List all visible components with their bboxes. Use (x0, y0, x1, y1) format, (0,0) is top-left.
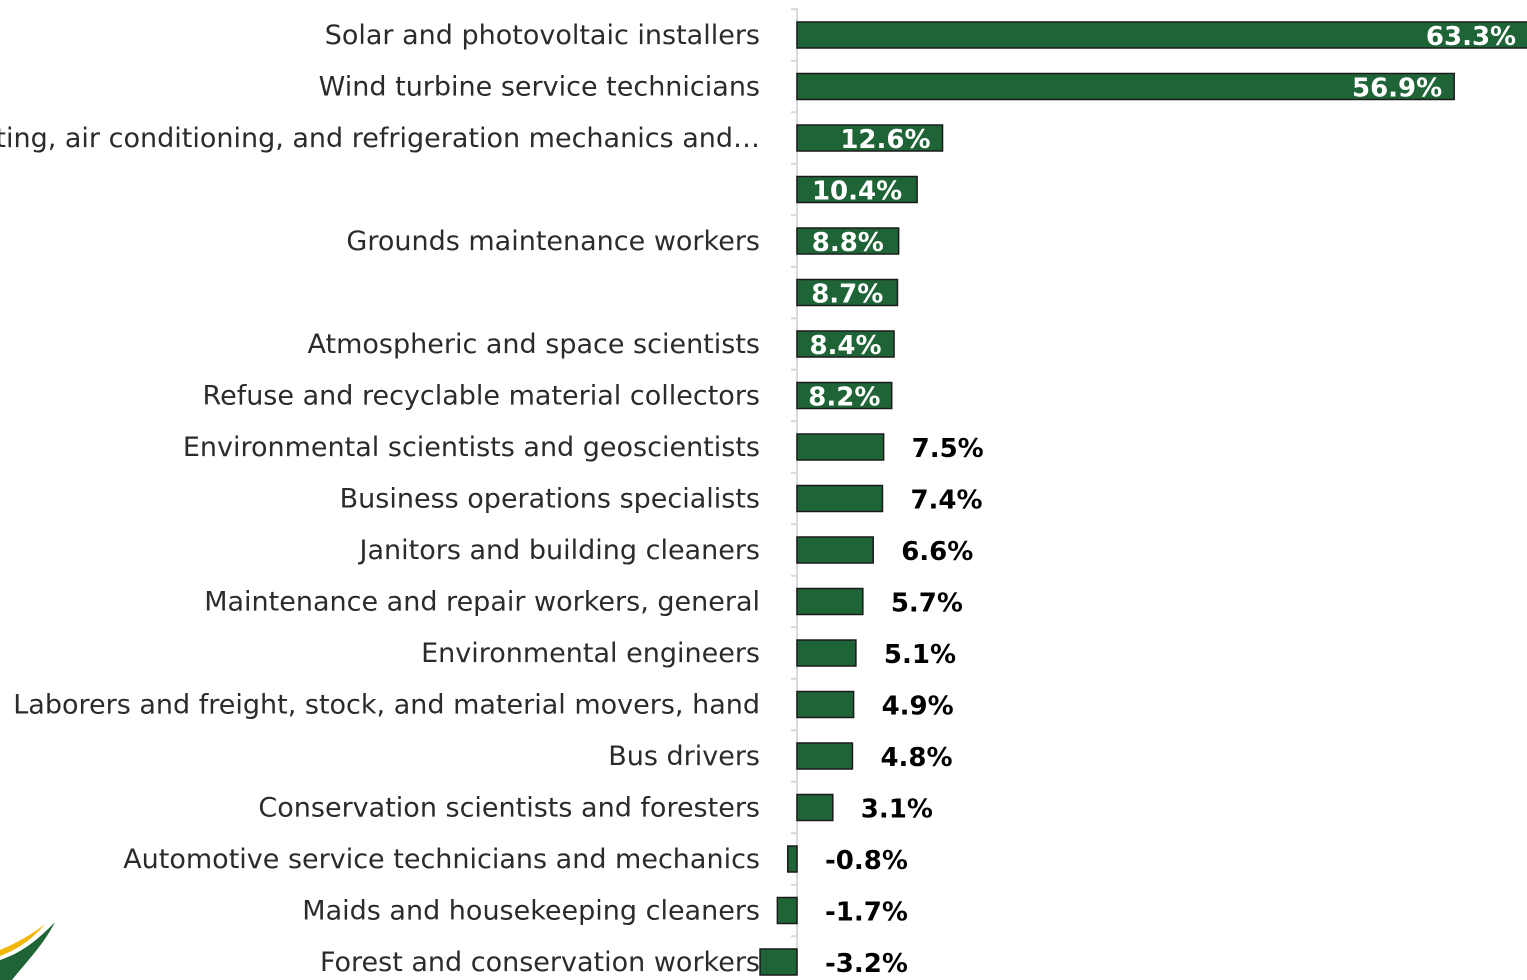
category-label: Bus drivers (608, 741, 760, 772)
category-label: Forest and conservation workers (320, 947, 760, 978)
category-label: Laborers and freight, stock, and materia… (13, 690, 760, 721)
bar (796, 742, 854, 770)
bar (796, 793, 834, 822)
bar (796, 21, 1527, 49)
category-label: Atmospheric and space scientists (308, 329, 760, 360)
category-label: Conservation scientists and foresters (258, 793, 760, 824)
bar (796, 330, 895, 358)
bar (796, 381, 893, 410)
data-label: 4.8% (880, 743, 952, 773)
category-label: Environmental engineers (421, 638, 760, 669)
data-label: 8.4% (809, 331, 881, 361)
category-label: Automotive service technicians and mecha… (123, 844, 760, 875)
category-label: Wind turbine service technicians (319, 72, 760, 103)
category-label: Environmental scientists and geoscientis… (183, 432, 760, 463)
bar (796, 175, 918, 204)
category-label: Janitors and building cleaners (358, 535, 760, 566)
bar (796, 278, 899, 307)
bar (796, 484, 884, 513)
category-label: Grounds maintenance workers (346, 226, 760, 257)
category-label: Maids and housekeeping cleaners (302, 896, 760, 927)
data-label: 7.4% (910, 486, 982, 516)
data-label: 6.6% (901, 537, 973, 567)
bar (776, 896, 798, 925)
data-label: 56.9% (1352, 74, 1442, 104)
data-label: 8.7% (811, 280, 883, 310)
data-label: 63.3% (1426, 22, 1516, 52)
category-label: Business operations specialists (340, 484, 760, 515)
swoosh-logo-icon (0, 922, 55, 980)
data-label: 4.9% (882, 692, 954, 722)
data-label: -0.8% (825, 846, 908, 876)
data-label: 8.8% (812, 228, 884, 258)
data-label: 10.4% (812, 177, 902, 207)
category-label: Refuse and recyclable material collector… (203, 381, 760, 412)
bar (796, 72, 1455, 101)
bar (787, 845, 798, 873)
bar (759, 948, 798, 976)
data-label: 7.5% (912, 434, 984, 464)
bar (796, 536, 874, 564)
data-label: 5.7% (891, 589, 963, 619)
bar (796, 587, 864, 616)
bar (796, 227, 900, 255)
data-label: 12.6% (840, 125, 930, 155)
bar (796, 690, 855, 719)
category-label: Maintenance and repair workers, general (204, 587, 760, 618)
bar (796, 639, 857, 667)
bar (796, 433, 885, 461)
data-label: 8.2% (808, 383, 880, 413)
data-label: -1.7% (825, 898, 908, 928)
category-label: Heating, air conditioning, and refrigera… (0, 123, 760, 154)
category-label: Solar and photovoltaic installers (325, 20, 760, 51)
data-label: 3.1% (861, 795, 933, 825)
data-label: -3.2% (825, 949, 908, 979)
bar (796, 124, 944, 152)
data-label: 5.1% (884, 640, 956, 670)
